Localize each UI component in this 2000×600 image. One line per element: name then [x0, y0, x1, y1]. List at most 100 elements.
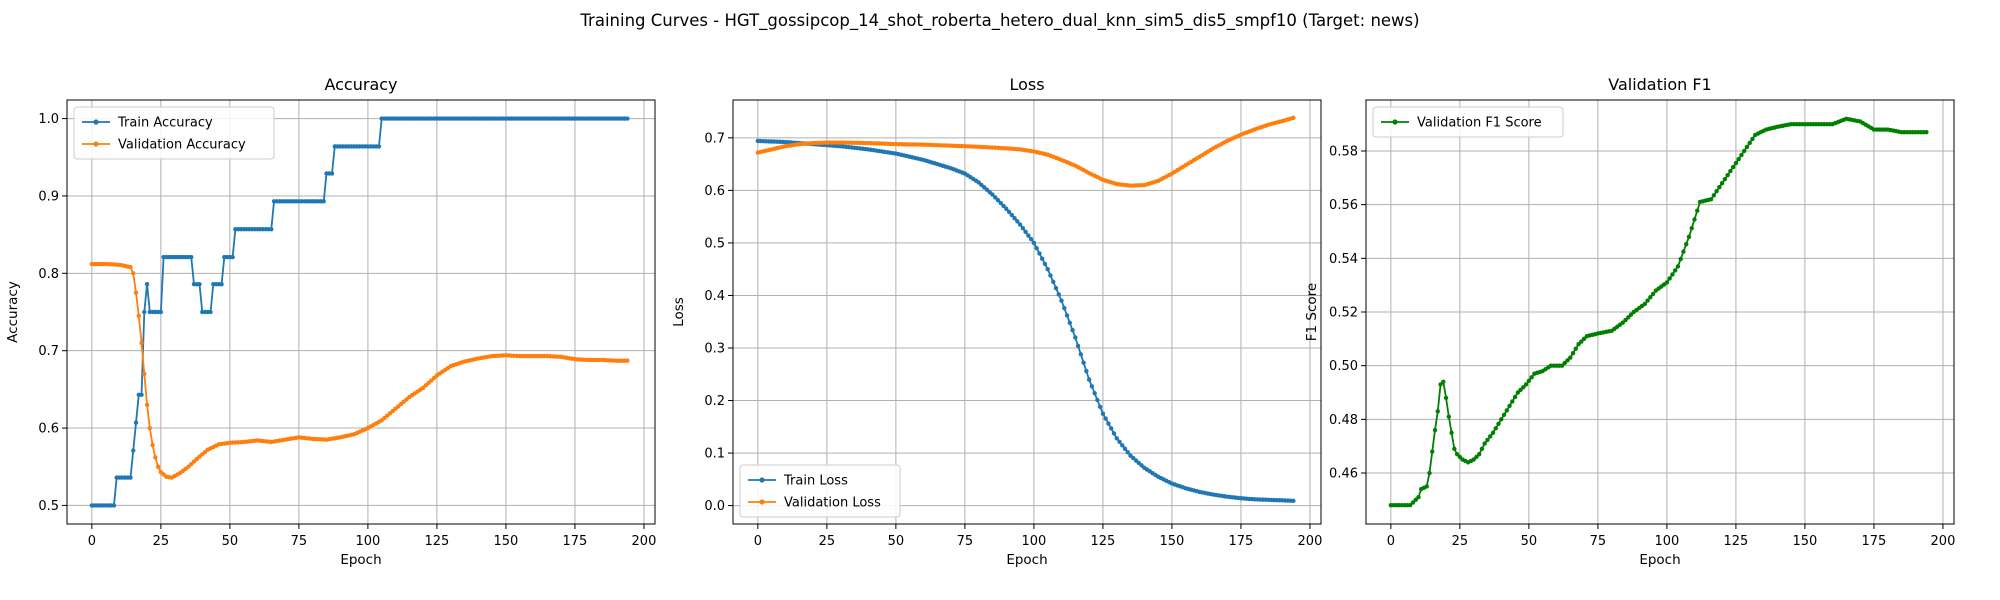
- data-point: [1623, 317, 1628, 323]
- data-point: [1106, 421, 1111, 426]
- data-point: [1449, 430, 1454, 435]
- data-point: [191, 459, 197, 464]
- data-point: [1510, 399, 1515, 404]
- y-tick-label: 0.54: [1329, 252, 1358, 267]
- data-point: [139, 340, 144, 346]
- data-point: [1064, 313, 1070, 318]
- data-point: [128, 264, 133, 270]
- data-point: [1059, 298, 1064, 303]
- data-point: [1924, 130, 1929, 135]
- data-point: [1730, 164, 1736, 170]
- legend: Validation F1 Score: [1372, 106, 1564, 138]
- data-point: [1432, 427, 1438, 433]
- data-point: [1642, 301, 1648, 307]
- y-tick-label: 0.7: [38, 344, 59, 359]
- legend-box: [739, 464, 901, 518]
- data-point: [1523, 382, 1529, 387]
- data-point: [1512, 394, 1518, 400]
- x-tick-label: 0: [88, 534, 96, 549]
- x-axis-label: Epoch: [1006, 552, 1047, 568]
- data-point: [1424, 484, 1429, 489]
- y-tick-label: 0.9: [38, 189, 59, 204]
- data-point: [1020, 226, 1026, 231]
- data-point: [230, 254, 235, 260]
- x-tick-label: 25: [819, 534, 836, 549]
- data-point: [1648, 295, 1653, 300]
- series-validation-f1-score: [1388, 116, 1929, 508]
- data-point: [1750, 136, 1755, 142]
- x-tick-label: 0: [754, 534, 762, 549]
- data-point: [1739, 152, 1744, 158]
- y-tick-label: 0.52: [1329, 306, 1358, 321]
- data-point: [1744, 144, 1750, 150]
- data-point: [1048, 273, 1053, 278]
- data-point: [998, 200, 1003, 206]
- y-tick-label: 0.0: [704, 499, 725, 514]
- x-axis-label: Epoch: [1639, 552, 1680, 568]
- data-point: [625, 358, 630, 363]
- data-point: [1031, 240, 1037, 246]
- y-tick-label: 0.5: [704, 236, 725, 251]
- data-point: [1006, 209, 1012, 215]
- legend: Train Loss Validation Loss: [739, 464, 901, 518]
- x-tick-label: 25: [1452, 534, 1469, 549]
- data-point: [1672, 268, 1678, 273]
- data-point: [1416, 494, 1421, 500]
- axes-frame: [732, 99, 1322, 525]
- x-tick-label: 25: [153, 534, 170, 549]
- data-point: [1482, 441, 1487, 446]
- y-axis-label: F1 Score: [1304, 283, 1320, 341]
- data-point: [128, 475, 133, 480]
- data-point: [1111, 431, 1117, 436]
- data-point: [995, 198, 1001, 203]
- x-tick-label: 150: [494, 534, 519, 549]
- chart-panel-2: 0 25 50 75 100 125 150 175 200 0.0 0.1 0.2 0.3 0.4 0.5…: [671, 75, 1322, 568]
- data-point: [1078, 352, 1084, 357]
- data-point: [1717, 185, 1722, 190]
- data-point: [1689, 225, 1694, 231]
- data-point: [1039, 256, 1045, 261]
- data-point: [1670, 272, 1675, 277]
- legend-marker: [93, 119, 99, 125]
- data-point: [1001, 203, 1006, 209]
- data-point: [1747, 140, 1752, 146]
- data-point: [1675, 264, 1681, 269]
- y-tick-label: 0.1: [704, 447, 725, 462]
- data-point: [142, 309, 147, 315]
- data-point: [144, 281, 150, 287]
- data-point: [197, 281, 202, 287]
- y-tick-label: 1.0: [38, 112, 59, 127]
- chart-panel-3: 0 25 50 75 100 125 150 175 200 0.46 0.48 0.50 0.52 0.…: [1304, 75, 1955, 568]
- y-tick-label: 0.56: [1329, 198, 1358, 213]
- data-point: [1086, 377, 1092, 382]
- data-point: [1493, 426, 1498, 431]
- data-point: [1125, 450, 1130, 455]
- data-point: [1075, 343, 1081, 349]
- legend: Train Accuracy Validation Accuracy: [73, 106, 275, 160]
- data-point: [1004, 206, 1009, 211]
- y-tick-label: 0.7: [704, 131, 725, 146]
- data-point: [1515, 390, 1521, 395]
- y-axis-label: Loss: [671, 297, 687, 327]
- data-point: [111, 503, 117, 508]
- y-tick-label: 0.8: [38, 267, 59, 282]
- data-point: [1581, 336, 1587, 342]
- data-point: [1100, 411, 1106, 416]
- x-tick-label: 100: [355, 534, 380, 549]
- x-tick-label: 0: [1387, 534, 1395, 549]
- data-point: [1067, 320, 1072, 325]
- data-point: [1435, 409, 1440, 414]
- data-point: [1474, 454, 1479, 460]
- data-point: [1407, 503, 1413, 508]
- data-point: [1742, 148, 1747, 154]
- data-point: [1015, 219, 1020, 224]
- data-point: [147, 425, 153, 431]
- data-point: [189, 461, 194, 467]
- data-point: [1056, 292, 1061, 297]
- chart-title: Validation F1: [1608, 75, 1711, 94]
- data-point: [1084, 368, 1089, 374]
- data-point: [1446, 414, 1452, 419]
- data-point: [1485, 437, 1490, 443]
- data-point: [1009, 212, 1015, 218]
- y-tick-label: 0.3: [704, 341, 725, 356]
